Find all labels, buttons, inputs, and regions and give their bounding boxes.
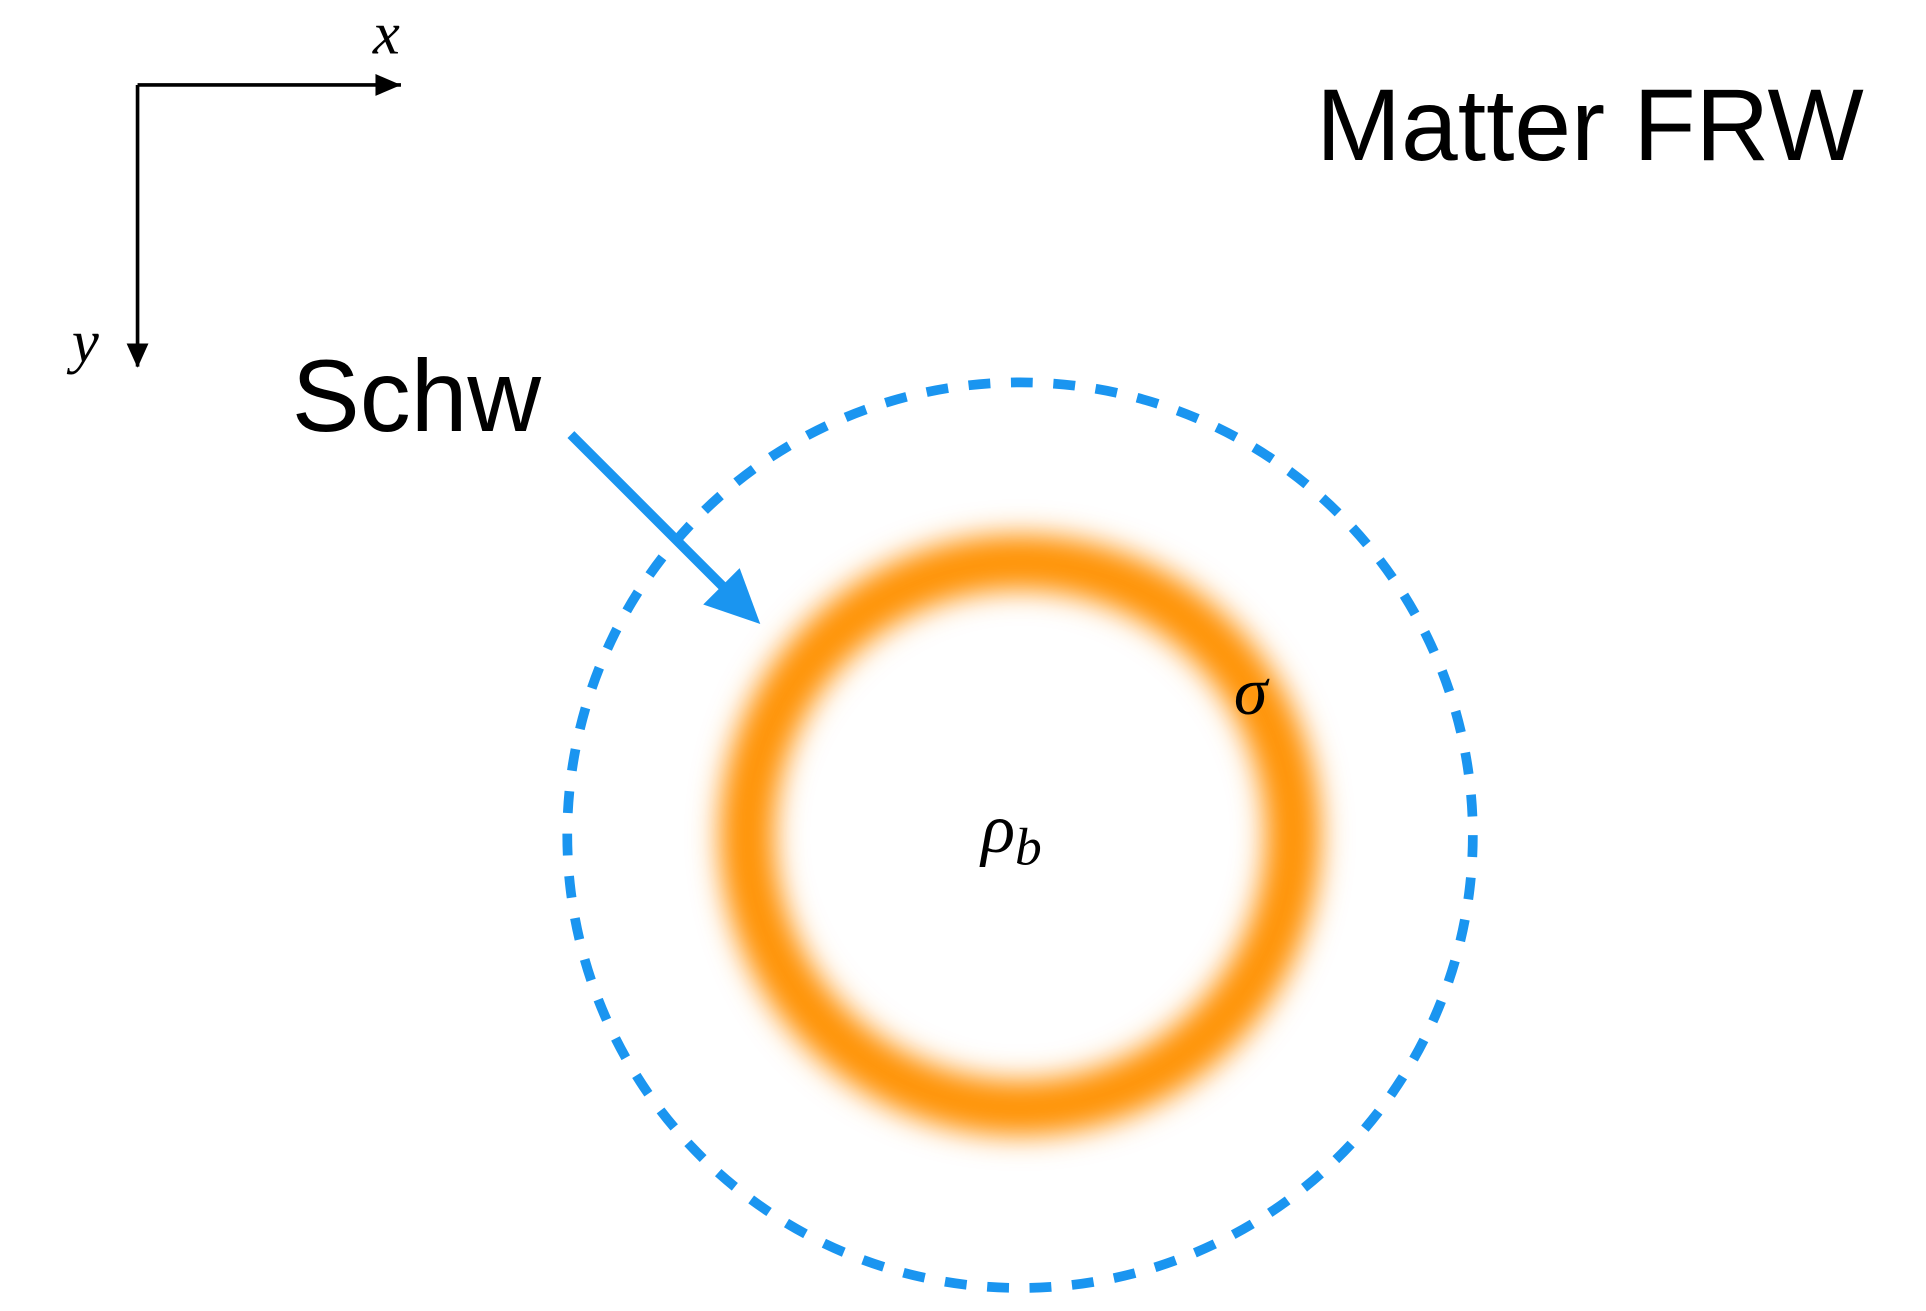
y-arrowhead: [127, 344, 149, 368]
schw-label: Schw: [292, 339, 542, 453]
axes: x y: [66, 0, 401, 375]
rho-subscript: b: [1015, 816, 1042, 876]
title: Matter FRW: [1316, 68, 1864, 182]
diagram: x y Matter FRW Schw σ ρb: [0, 0, 1926, 1311]
rho-symbol: ρ: [979, 790, 1015, 868]
page: {"labels": {"title": "Matter FRW", "schw…: [0, 0, 1926, 1311]
y-axis-label: y: [66, 309, 99, 376]
rho-label: ρb: [979, 790, 1042, 876]
x-arrowhead: [375, 74, 400, 96]
x-axis-label: x: [372, 0, 400, 67]
sigma-label: σ: [1234, 653, 1270, 729]
